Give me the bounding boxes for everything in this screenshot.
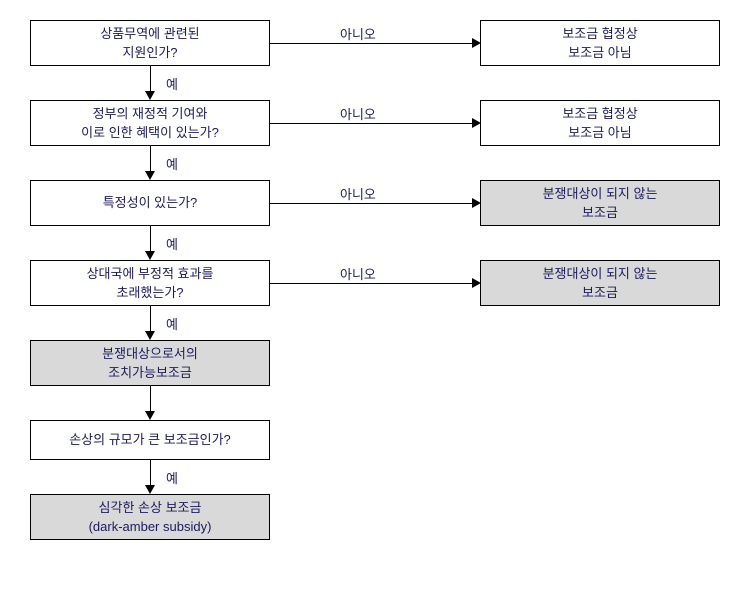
arrowhead-q3-q4 xyxy=(145,251,155,260)
arrowhead-q6-o7 xyxy=(145,485,155,494)
node-q6: 손상의 규모가 큰 보조금인가? xyxy=(30,420,270,460)
label-yes-2: 예 xyxy=(166,154,178,173)
node-r2-line2: 보조금 아님 xyxy=(568,123,631,143)
node-o5-line2: 조치가능보조금 xyxy=(108,363,192,383)
node-r3-line2: 보조금 xyxy=(582,203,618,223)
label-no-3: 아니오 xyxy=(340,184,376,203)
node-q1-line1: 상품무역에 관련된 xyxy=(100,24,199,44)
node-r2: 보조금 협정상 보조금 아님 xyxy=(480,100,720,146)
edge-q6-o7 xyxy=(150,460,151,486)
edge-q3-r3 xyxy=(270,203,472,204)
arrowhead-q1-r1 xyxy=(472,38,481,48)
node-r1-line1: 보조금 협정상 xyxy=(562,24,637,44)
node-q4-line1: 상대국에 부정적 효과를 xyxy=(87,264,214,284)
label-yes-6: 예 xyxy=(166,468,178,487)
edge-q4-o5 xyxy=(150,306,151,332)
node-r4-line1: 분쟁대상이 되지 않는 xyxy=(543,264,658,284)
label-no-2: 아니오 xyxy=(340,104,376,123)
arrowhead-q4-o5 xyxy=(145,331,155,340)
label-yes-3: 예 xyxy=(166,234,178,253)
node-q3-line1: 특정성이 있는가? xyxy=(103,193,198,213)
node-o5-line1: 분쟁대상으로서의 xyxy=(102,344,198,364)
node-q4: 상대국에 부정적 효과를 초래했는가? xyxy=(30,260,270,306)
node-o7: 심각한 손상 보조금 (dark-amber subsidy) xyxy=(30,494,270,540)
node-r4: 분쟁대상이 되지 않는 보조금 xyxy=(480,260,720,306)
edge-q2-q3 xyxy=(150,146,151,172)
arrowhead-q2-q3 xyxy=(145,171,155,180)
edge-q2-r2 xyxy=(270,123,472,124)
edge-o5-q6 xyxy=(150,386,151,412)
node-r3-line1: 분쟁대상이 되지 않는 xyxy=(543,184,658,204)
arrowhead-o5-q6 xyxy=(145,411,155,420)
node-q1-line2: 지원인가? xyxy=(122,43,177,63)
node-q2-line1: 정부의 재정적 기여와 xyxy=(93,104,208,124)
edge-q4-r4 xyxy=(270,283,472,284)
node-r1: 보조금 협정상 보조금 아님 xyxy=(480,20,720,66)
node-r3: 분쟁대상이 되지 않는 보조금 xyxy=(480,180,720,226)
arrowhead-q4-r4 xyxy=(472,278,481,288)
edge-q1-r1 xyxy=(270,43,472,44)
node-r4-line2: 보조금 xyxy=(582,283,618,303)
node-q2: 정부의 재정적 기여와 이로 인한 혜택이 있는가? xyxy=(30,100,270,146)
node-q1: 상품무역에 관련된 지원인가? xyxy=(30,20,270,66)
node-r2-line1: 보조금 협정상 xyxy=(562,104,637,124)
node-o7-line1: 심각한 손상 보조금 xyxy=(99,498,202,518)
label-no-1: 아니오 xyxy=(340,24,376,43)
node-o7-line2: (dark-amber subsidy) xyxy=(89,517,212,537)
label-yes-1: 예 xyxy=(166,74,178,93)
edge-q1-q2 xyxy=(150,66,151,92)
label-yes-4: 예 xyxy=(166,314,178,333)
arrowhead-q2-r2 xyxy=(472,118,481,128)
node-q6-line1: 손상의 규모가 큰 보조금인가? xyxy=(69,430,231,450)
arrowhead-q3-r3 xyxy=(472,198,481,208)
node-q3: 특정성이 있는가? xyxy=(30,180,270,226)
node-o5: 분쟁대상으로서의 조치가능보조금 xyxy=(30,340,270,386)
label-no-4: 아니오 xyxy=(340,264,376,283)
arrowhead-q1-q2 xyxy=(145,91,155,100)
node-r1-line2: 보조금 아님 xyxy=(568,43,631,63)
flowchart-root: 상품무역에 관련된 지원인가? 보조금 협정상 보조금 아님 아니오 예 정부의… xyxy=(20,20,734,579)
node-q2-line2: 이로 인한 혜택이 있는가? xyxy=(81,123,219,143)
edge-q3-q4 xyxy=(150,226,151,252)
node-q4-line2: 초래했는가? xyxy=(116,283,183,303)
